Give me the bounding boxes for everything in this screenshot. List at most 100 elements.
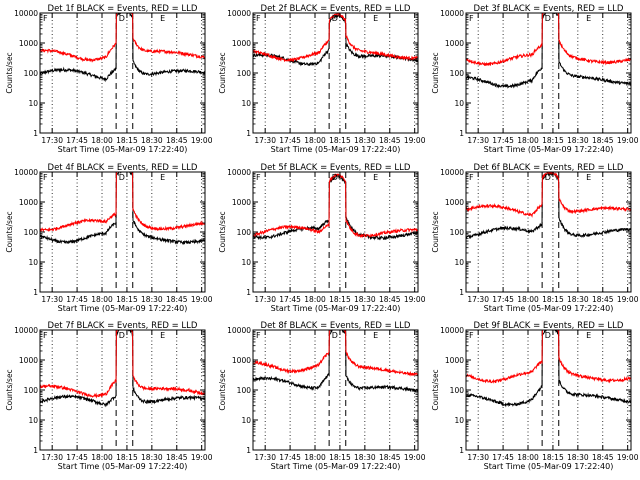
lld-series-line [466, 330, 631, 384]
x-tick-label: 17:45 [279, 295, 301, 304]
panel-title: Det 2f BLACK = Events, RED = LLD [261, 4, 411, 14]
y-tick-label: 1 [459, 446, 464, 455]
marker-letter: F [469, 331, 474, 340]
events-series-line [40, 13, 205, 83]
events-series-line [466, 172, 631, 239]
x-tick-label: 18:00 [304, 295, 326, 304]
marker-letter: F [469, 173, 474, 182]
x-tick-label: 18:00 [517, 136, 539, 145]
events-series-line [466, 13, 631, 89]
y-tick-label: 1 [33, 288, 38, 297]
lld-series-line [253, 330, 418, 377]
y-tick-label: 10000 [440, 168, 464, 177]
y-tick-label: 1000 [19, 356, 38, 365]
y-tick-label: 10 [241, 416, 251, 425]
panel-title: Det 5f BLACK = Events, RED = LLD [261, 163, 411, 173]
marker-letter: E [373, 14, 378, 23]
y-tick-label: 1 [246, 129, 251, 138]
marker-letter: F [43, 331, 48, 340]
x-tick-label: 17:45 [492, 295, 514, 304]
marker-letter: D [332, 14, 338, 23]
x-tick-label: 18:45 [592, 453, 614, 462]
lld-series-line [253, 173, 418, 239]
marker-letter: E [586, 14, 591, 23]
x-tick-label: 17:45 [66, 453, 88, 462]
x-axis-label: Start Time (05-Mar-09 17:22:40) [58, 304, 188, 313]
x-tick-label: 17:30 [254, 136, 276, 145]
y-tick-label: 1000 [445, 39, 464, 48]
x-axis-label: Start Time (05-Mar-09 17:22:40) [271, 145, 401, 154]
x-tick-label: 17:45 [492, 453, 514, 462]
x-tick-label: 18:15 [542, 453, 564, 462]
y-axis-label: Counts/sec [5, 369, 14, 410]
x-tick-label: 18:45 [379, 136, 401, 145]
marker-letter: E [373, 331, 378, 340]
y-tick-label: 10 [28, 416, 38, 425]
y-tick-label: 100 [450, 228, 465, 237]
x-tick-label: 18:00 [91, 136, 113, 145]
x-tick-label: 18:15 [116, 453, 138, 462]
y-tick-label: 1000 [19, 39, 38, 48]
x-tick-label: 19:00 [191, 453, 213, 462]
x-tick-label: 18:15 [329, 453, 351, 462]
y-tick-label: 10000 [227, 9, 251, 18]
x-tick-label: 17:45 [279, 136, 301, 145]
y-tick-label: 10000 [14, 168, 38, 177]
marker-letter: D [545, 331, 551, 340]
panel-title: Det 7f BLACK = Events, RED = LLD [48, 321, 198, 331]
y-tick-label: 100 [24, 386, 39, 395]
x-tick-label: 18:00 [91, 295, 113, 304]
panel-title: Det 6f BLACK = Events, RED = LLD [474, 163, 624, 173]
y-tick-label: 1000 [19, 198, 38, 207]
y-tick-label: 1 [459, 288, 464, 297]
x-tick-label: 18:45 [592, 295, 614, 304]
y-tick-label: 1 [33, 129, 38, 138]
x-tick-label: 18:45 [379, 453, 401, 462]
y-tick-label: 100 [24, 228, 39, 237]
axes-frame [465, 12, 632, 134]
y-axis-label: Counts/sec [5, 52, 14, 93]
marker-letter: E [586, 331, 591, 340]
marker-letter: F [256, 14, 261, 23]
x-tick-label: 17:30 [254, 453, 276, 462]
events-series-line [253, 330, 418, 393]
lld-series-line [253, 13, 418, 63]
axes-frame [465, 329, 632, 451]
x-tick-label: 19:00 [191, 295, 213, 304]
x-tick-label: 18:45 [166, 136, 188, 145]
x-tick-label: 17:30 [467, 295, 489, 304]
y-tick-label: 10000 [14, 9, 38, 18]
y-tick-label: 10 [28, 258, 38, 267]
marker-letter: F [43, 14, 48, 23]
x-tick-label: 18:45 [166, 453, 188, 462]
y-tick-label: 1 [33, 446, 38, 455]
marker-letter: E [373, 173, 378, 182]
y-tick-label: 100 [450, 69, 465, 78]
panel-title: Det 9f BLACK = Events, RED = LLD [474, 321, 624, 331]
y-tick-label: 1000 [232, 356, 251, 365]
marker-letter: E [586, 173, 591, 182]
y-axis-label: Counts/sec [5, 211, 14, 252]
y-tick-label: 1000 [232, 198, 251, 207]
y-tick-label: 100 [450, 386, 465, 395]
x-tick-label: 18:15 [542, 295, 564, 304]
y-axis-label: Counts/sec [431, 52, 440, 93]
events-series-line [253, 175, 418, 241]
lld-series-line [40, 13, 205, 63]
x-tick-label: 17:30 [41, 453, 63, 462]
x-tick-label: 19:00 [404, 453, 426, 462]
x-tick-label: 19:00 [617, 295, 639, 304]
y-tick-label: 10000 [227, 326, 251, 335]
y-tick-label: 1000 [445, 198, 464, 207]
x-tick-label: 18:15 [542, 136, 564, 145]
marker-letter: E [160, 173, 165, 182]
marker-letter: F [43, 173, 48, 182]
x-tick-label: 17:45 [66, 136, 88, 145]
y-tick-label: 10000 [227, 168, 251, 177]
y-tick-label: 1000 [232, 39, 251, 48]
panel-title: Det 8f BLACK = Events, RED = LLD [261, 321, 411, 331]
